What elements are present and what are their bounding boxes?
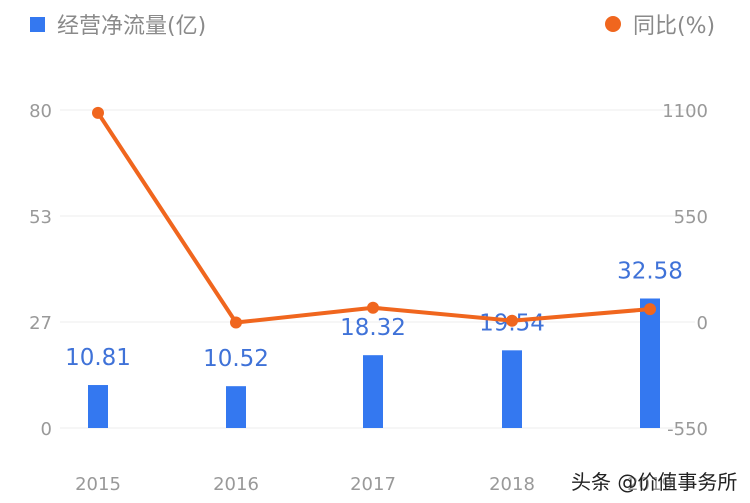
- legend-line-label: 同比(%): [633, 14, 716, 39]
- x-axis-tick: 2018: [489, 474, 535, 495]
- bar[interactable]: [640, 298, 660, 428]
- right-axis: 1100 550 0 -550: [662, 101, 708, 440]
- bar-value-label: 10.81: [65, 345, 131, 371]
- bar-value-label: 32.58: [617, 258, 683, 284]
- bar[interactable]: [363, 355, 383, 428]
- right-axis-tick: 0: [697, 313, 708, 334]
- bar-value-label: 10.52: [203, 346, 269, 372]
- line-series: [92, 106, 656, 329]
- line-point[interactable]: [644, 303, 656, 316]
- right-axis-tick: 1100: [662, 101, 708, 122]
- line-point[interactable]: [92, 106, 104, 119]
- left-axis: 80 53 27 0: [29, 101, 52, 440]
- watermark: 头条 @价值事务所: [571, 470, 738, 494]
- line-point[interactable]: [230, 316, 242, 329]
- legend-square-icon: [30, 16, 45, 32]
- legend-line-series[interactable]: 同比(%): [605, 8, 715, 40]
- x-axis-tick: 2016: [213, 474, 259, 495]
- x-axis-tick: 2015: [75, 474, 121, 495]
- bar[interactable]: [502, 350, 522, 428]
- x-axis-tick: 2019: [627, 474, 673, 495]
- bar[interactable]: [226, 386, 246, 428]
- x-axis-tick: 2017: [350, 474, 396, 495]
- line-point[interactable]: [506, 314, 518, 327]
- x-axis: 2015 2016 2017 2018 2019: [75, 474, 673, 495]
- bar-value-label: 18.32: [340, 315, 406, 341]
- left-axis-tick: 27: [29, 313, 52, 334]
- right-axis-tick: 550: [674, 207, 708, 228]
- bar-series: [88, 298, 660, 428]
- bar[interactable]: [88, 385, 108, 428]
- left-axis-tick: 80: [29, 101, 52, 122]
- right-axis-tick: -550: [667, 419, 708, 440]
- left-axis-tick: 0: [41, 419, 52, 440]
- left-axis-tick: 53: [29, 207, 52, 228]
- legend-bar-label: 经营净流量(亿): [57, 14, 207, 39]
- legend-bar-series[interactable]: 经营净流量(亿): [30, 8, 206, 40]
- line-point[interactable]: [367, 301, 379, 314]
- legend-dot-icon: [605, 16, 621, 32]
